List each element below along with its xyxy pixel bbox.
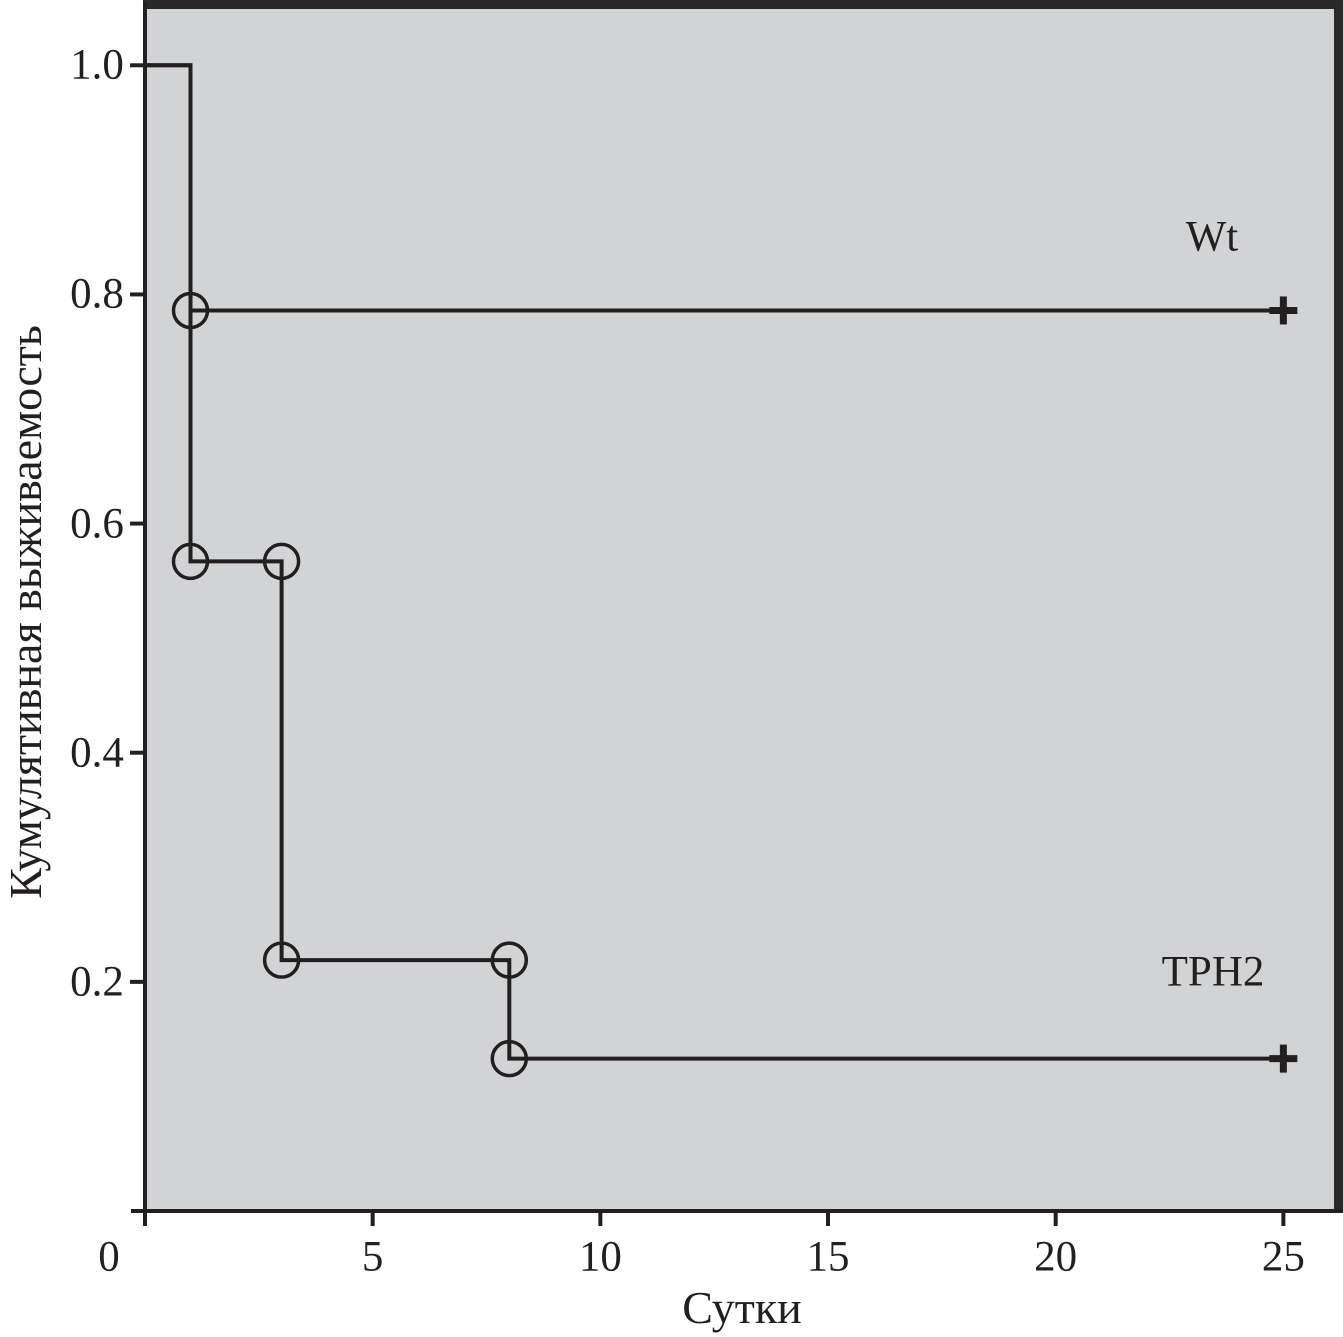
event-marker bbox=[262, 542, 301, 581]
frame-right bbox=[1334, 0, 1343, 1213]
x-tick-label: 25 bbox=[1261, 1233, 1305, 1281]
x-tick-label: 5 bbox=[361, 1233, 384, 1281]
x-axis-title: Сутки bbox=[682, 1282, 802, 1333]
event-marker bbox=[171, 542, 210, 581]
series-label-wt: Wt bbox=[1185, 213, 1239, 261]
y-tick-label: 0.8 bbox=[70, 270, 124, 318]
x-tick-label: 20 bbox=[1034, 1233, 1078, 1281]
event-marker bbox=[490, 1039, 529, 1078]
frame-top bbox=[143, 0, 1343, 9]
event-marker bbox=[262, 941, 301, 979]
x-tick-label: 10 bbox=[578, 1233, 622, 1281]
series-label-tph2: TPH2 bbox=[1161, 948, 1265, 996]
y-axis-title: Кумулятивная выживаемость bbox=[0, 325, 51, 899]
y-tick-label: 0.2 bbox=[70, 958, 124, 1006]
y-tick-label: 0.4 bbox=[70, 729, 124, 777]
y-tick-label: 0.6 bbox=[70, 500, 124, 548]
x-tick-label: 15 bbox=[806, 1233, 850, 1281]
event-marker bbox=[490, 941, 529, 979]
y-tick-label: 1.0 bbox=[70, 41, 124, 89]
x-tick-label: 0 bbox=[98, 1233, 120, 1281]
plot-background bbox=[145, 8, 1338, 1211]
